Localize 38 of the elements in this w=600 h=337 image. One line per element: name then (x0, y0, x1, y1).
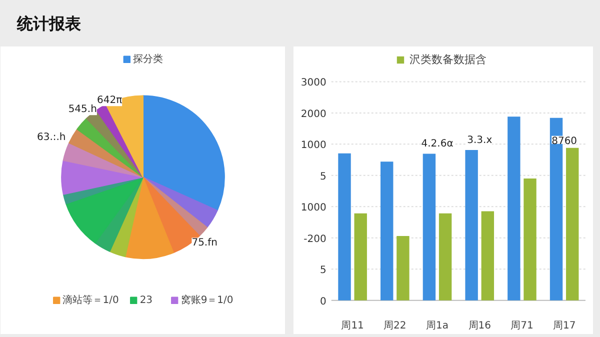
legend-label: 23 (140, 294, 154, 306)
text: 2000 (300, 108, 326, 120)
text: 0 (320, 296, 326, 308)
text: 1000 (300, 202, 326, 214)
annotation: 8760 (552, 136, 578, 147)
x-tick-label: 周1a (426, 320, 449, 332)
text: 5 (320, 265, 326, 276)
x-tick-label: 周11 (341, 320, 364, 332)
x-tick-label: 周17 (552, 320, 576, 332)
text: 642π (96, 95, 122, 106)
text: 75.fn (192, 238, 218, 249)
x-tick-label: 周22 (384, 320, 406, 332)
text: 5 (320, 171, 326, 182)
annotation: 3.3.x (467, 135, 492, 146)
bar (396, 236, 410, 300)
bar (438, 213, 452, 300)
text: 63.:.h (36, 132, 66, 143)
chart-title: 统计报表 (17, 13, 81, 35)
bar (566, 148, 579, 300)
bar (465, 150, 478, 300)
bar (338, 153, 351, 300)
text: -200 (304, 234, 326, 245)
bar (380, 162, 394, 300)
legend-label: 探分类 (133, 52, 163, 66)
legend-label: 窝账9＝1/0 (180, 294, 234, 307)
bar (508, 116, 520, 300)
bar (524, 178, 536, 300)
annotation: 4.2.6α (421, 138, 454, 150)
legend-label: 沢类数备数据含 (410, 52, 486, 67)
legend-label: 滴站等＝1/0 (62, 294, 119, 307)
bar (354, 213, 367, 300)
text: 545.h (68, 104, 97, 116)
text: 1000 (300, 140, 326, 152)
x-tick-label: 周71 (510, 320, 534, 332)
x-tick-label: 周16 (468, 320, 491, 332)
bar (422, 154, 436, 300)
text: 3000 (300, 78, 326, 89)
bar (481, 211, 494, 300)
